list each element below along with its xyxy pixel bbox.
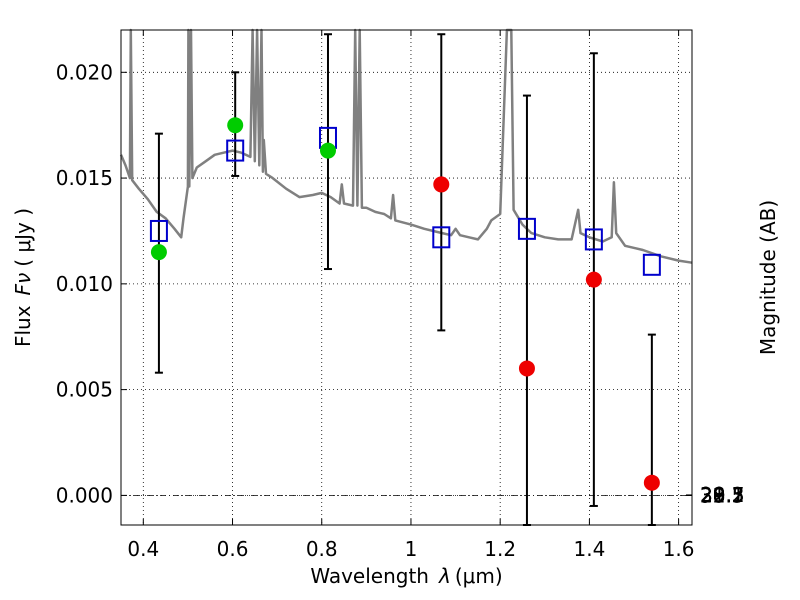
detection-point <box>150 244 167 261</box>
mag-tick-label: 29.2 <box>700 483 745 507</box>
non-detection-point <box>585 271 602 288</box>
non-detection-point <box>518 360 535 377</box>
mag-tick-label: 28.5 <box>700 483 745 507</box>
x-tick-label: 0.4 <box>127 537 159 561</box>
mag-tick-label: 28.1 <box>700 483 745 507</box>
plot-frame <box>120 29 693 526</box>
detection-point <box>319 142 336 159</box>
mag-tick-label: 29 <box>700 483 725 507</box>
grid <box>121 30 692 525</box>
x-axis-label: Wavelength λ (μm) <box>310 564 502 588</box>
non-detection-point <box>433 176 450 193</box>
mag-tick-label: 30 <box>700 483 725 507</box>
mag-tick-label: 30.5 <box>700 483 745 507</box>
y-tick-label: 0.010 <box>56 272 113 296</box>
model-photometry-square <box>226 139 245 162</box>
model-photometry-square <box>432 226 451 249</box>
y-tick-label: 0.005 <box>56 378 113 402</box>
y-tick-label: 0.015 <box>56 166 113 190</box>
y-tick-label: 0.000 <box>56 483 113 507</box>
mag-tick-label: 31 <box>700 483 725 507</box>
model-spectrum <box>119 28 693 264</box>
model-photometry-square <box>149 219 168 242</box>
x-tick-label: 0.8 <box>306 537 338 561</box>
y-tick-label: 0.020 <box>56 60 113 84</box>
model-photometry-square <box>642 253 661 276</box>
model-photometry-square <box>517 217 536 240</box>
mag-tick-label: 29.5 <box>700 483 745 507</box>
mag-tick-label: 28.3 <box>700 483 745 507</box>
detection-point <box>227 117 244 134</box>
x-tick-label: 0.6 <box>217 537 249 561</box>
y-axis-label: FluxFν( μJy ) <box>11 208 35 347</box>
mag-tick-label: 32 <box>700 483 725 507</box>
x-tick-label: 1.2 <box>484 537 516 561</box>
non-detection-point <box>643 474 660 491</box>
model-photometry-square <box>584 228 603 251</box>
data-points <box>149 117 661 491</box>
mag-tick-label: 28.7 <box>700 483 745 507</box>
x-tick-label: 1.4 <box>573 537 605 561</box>
x-tick-label: 1 <box>405 537 418 561</box>
x-tick-label: 1.6 <box>663 537 695 561</box>
magnitude-axis-label: Magnitude (AB) <box>756 200 780 355</box>
model-spectrum-line <box>119 28 693 264</box>
axis-ticks: 0.4 0.6 0.8 1 1.2 1.4 1.6 0.000 0.005 0.010 0.015 0… <box>56 30 745 561</box>
